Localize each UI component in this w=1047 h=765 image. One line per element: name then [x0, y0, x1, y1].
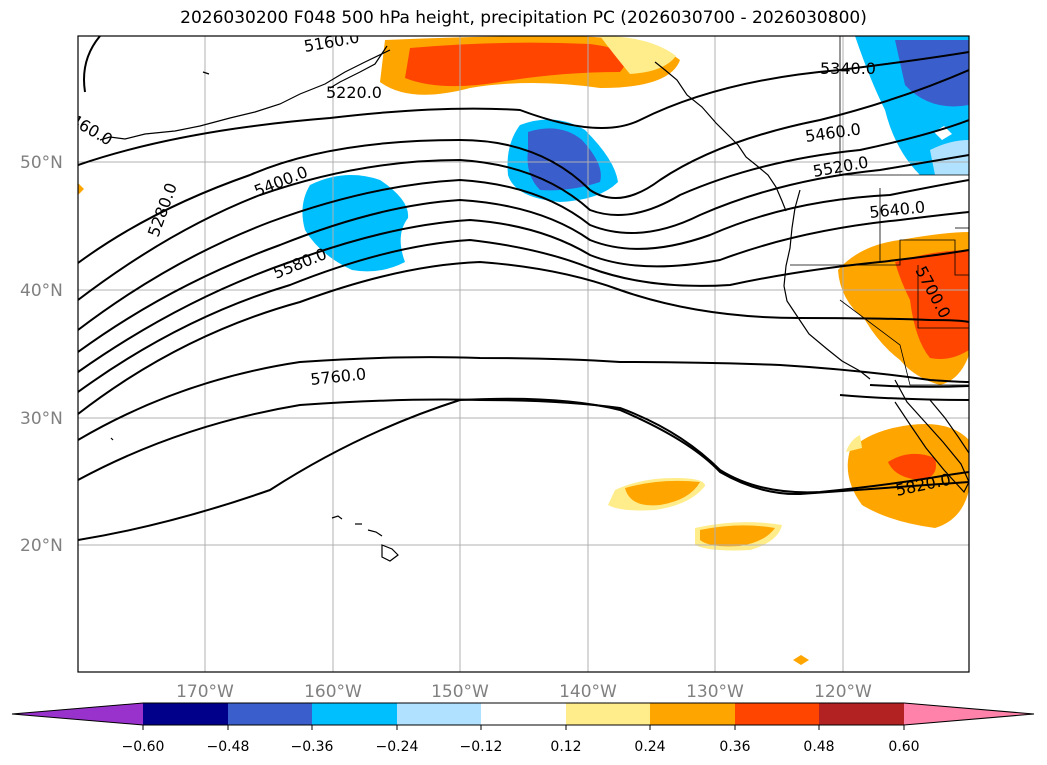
colorbar-tick-label: −0.36	[291, 739, 334, 755]
lon-label-150w: 150°W	[431, 682, 489, 702]
colorbar-tick-label: 0.24	[634, 739, 665, 755]
colorbar-bin-2	[228, 703, 312, 725]
lon-label-120w: 120°W	[814, 682, 872, 702]
colorbar-extend-right	[904, 703, 1034, 725]
colorbar-tick-label: −0.48	[207, 739, 250, 755]
lat-label-50n: 50°N	[20, 153, 63, 173]
colorbar-extend-left	[12, 703, 143, 725]
colorbar-bin-7	[650, 703, 735, 725]
lon-label-140w: 140°W	[559, 682, 617, 702]
colorbar-tick-label: −0.60	[122, 739, 165, 755]
colorbar-bin-1	[143, 703, 228, 725]
latitude-labels: 50°N 40°N 30°N 20°N	[20, 153, 63, 556]
coastlines	[99, 45, 969, 562]
precip-anomaly-west	[302, 175, 409, 272]
colorbar-tick-label: 0.60	[888, 739, 919, 755]
colorbar-bin-6	[566, 703, 650, 725]
lon-label-160w: 160°W	[304, 682, 362, 702]
colorbar-bin-5	[481, 703, 566, 725]
lat-label-30n: 30°N	[20, 409, 63, 429]
longitude-labels: 170°W 160°W 150°W 140°W 130°W 120°W	[176, 682, 872, 702]
colorbar-tick-label: 0.36	[719, 739, 750, 755]
lat-label-40n: 40°N	[20, 281, 63, 301]
colorbar-bin-9	[819, 703, 904, 725]
map-frame	[77, 35, 970, 673]
lat-label-20n: 20°N	[20, 536, 63, 556]
colorbar-tick-label: 0.12	[550, 739, 581, 755]
colorbar-tick-label: −0.12	[460, 739, 503, 755]
contour-label-5220: 5220.0	[326, 83, 382, 102]
graticule	[78, 36, 969, 672]
map-title: 2026030200 F048 500 hPa height, precipit…	[180, 8, 867, 28]
colorbar-tick-label: 0.48	[803, 739, 834, 755]
colorbar-tick-labels: −0.60 −0.48 −0.36 −0.24 −0.12 0.12 0.24 …	[122, 739, 920, 755]
lon-label-170w: 170°W	[176, 682, 234, 702]
colorbar: −0.60 −0.48 −0.36 −0.24 −0.12 0.12 0.24 …	[11, 702, 1035, 755]
colorbar-tick-label: −0.24	[376, 739, 419, 755]
height-contours	[78, 36, 969, 541]
colorbar-ticks	[142, 725, 905, 730]
colorbar-bin-3	[312, 703, 397, 725]
contour-label-5340: 5340.0	[820, 59, 876, 78]
map-area: 5160.0 5220.0 5340.0 5460.0 5520.0 5640.…	[78, 36, 969, 672]
precipitation-shading	[78, 36, 969, 665]
colorbar-bin-4	[397, 703, 481, 725]
lon-label-130w: 130°W	[686, 682, 744, 702]
colorbar-bin-8	[735, 703, 819, 725]
